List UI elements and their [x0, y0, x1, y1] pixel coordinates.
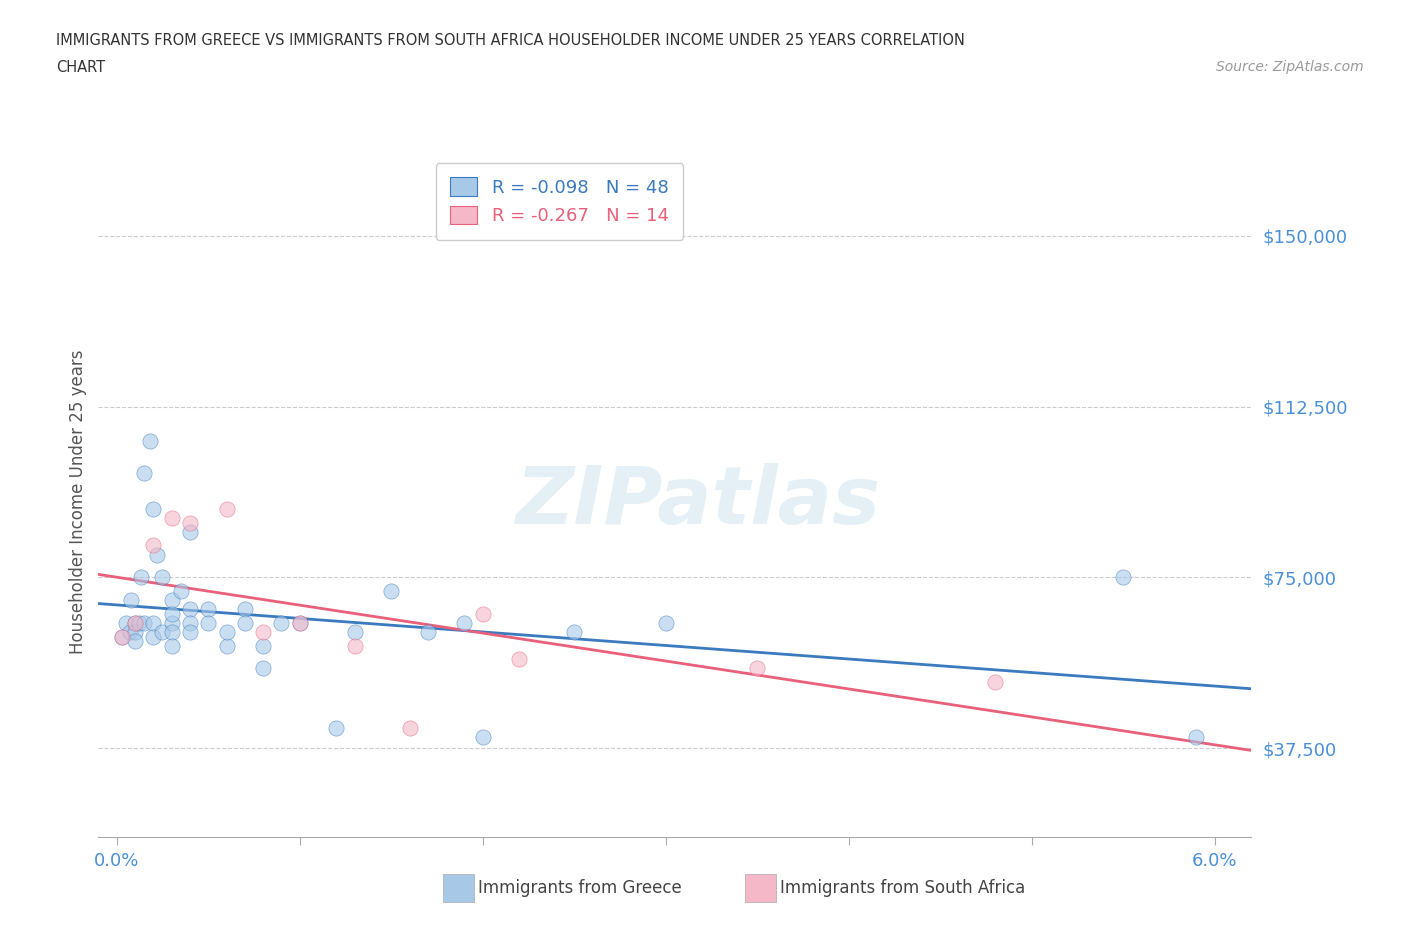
- Point: [160, 638, 183, 653]
- Point: [142, 616, 165, 631]
- Point: [270, 616, 292, 631]
- Point: [134, 465, 156, 480]
- Point: [142, 501, 165, 516]
- Point: [215, 638, 238, 653]
- Point: [471, 729, 494, 744]
- Point: [343, 638, 366, 653]
- Point: [170, 584, 193, 599]
- Point: [160, 592, 183, 607]
- Point: [179, 525, 201, 539]
- Point: [380, 584, 402, 599]
- Point: [416, 625, 439, 640]
- Point: [984, 674, 1007, 689]
- Point: [508, 652, 530, 667]
- Point: [325, 720, 347, 735]
- Point: [1185, 729, 1208, 744]
- Point: [124, 633, 146, 648]
- Point: [288, 616, 311, 631]
- Point: [252, 625, 274, 640]
- Point: [471, 606, 494, 621]
- Point: [128, 616, 150, 631]
- Point: [252, 661, 274, 676]
- Point: [111, 629, 134, 644]
- Point: [142, 538, 165, 553]
- Point: [453, 616, 475, 631]
- Point: [138, 433, 160, 448]
- Point: [146, 547, 169, 562]
- Point: [111, 629, 134, 644]
- Point: [142, 629, 165, 644]
- Text: IMMIGRANTS FROM GREECE VS IMMIGRANTS FROM SOUTH AFRICA HOUSEHOLDER INCOME UNDER : IMMIGRANTS FROM GREECE VS IMMIGRANTS FRO…: [56, 33, 965, 47]
- Point: [288, 616, 311, 631]
- Point: [179, 625, 201, 640]
- Point: [398, 720, 420, 735]
- Point: [124, 616, 146, 631]
- Point: [343, 625, 366, 640]
- Point: [179, 616, 201, 631]
- Point: [129, 570, 152, 585]
- Point: [115, 616, 138, 631]
- Point: [152, 625, 174, 640]
- Text: ZIPatlas: ZIPatlas: [516, 463, 880, 541]
- Point: [215, 501, 238, 516]
- Text: CHART: CHART: [56, 60, 105, 75]
- Point: [134, 616, 156, 631]
- Legend: R = -0.098   N = 48, R = -0.267   N = 14: R = -0.098 N = 48, R = -0.267 N = 14: [436, 163, 683, 240]
- Point: [152, 570, 174, 585]
- Point: [233, 616, 256, 631]
- Text: Immigrants from South Africa: Immigrants from South Africa: [780, 879, 1025, 897]
- Point: [233, 602, 256, 617]
- Point: [160, 511, 183, 525]
- Point: [1112, 570, 1135, 585]
- Point: [197, 616, 219, 631]
- Point: [197, 602, 219, 617]
- Point: [215, 625, 238, 640]
- Point: [160, 625, 183, 640]
- Y-axis label: Householder Income Under 25 years: Householder Income Under 25 years: [69, 350, 87, 655]
- Text: Source: ZipAtlas.com: Source: ZipAtlas.com: [1216, 60, 1364, 74]
- Point: [179, 515, 201, 530]
- Point: [160, 606, 183, 621]
- Point: [124, 625, 146, 640]
- Point: [747, 661, 769, 676]
- Point: [252, 638, 274, 653]
- Point: [179, 602, 201, 617]
- Point: [562, 625, 585, 640]
- Point: [118, 625, 141, 640]
- Point: [654, 616, 676, 631]
- Point: [120, 592, 142, 607]
- Text: Immigrants from Greece: Immigrants from Greece: [478, 879, 682, 897]
- Point: [160, 616, 183, 631]
- Point: [124, 616, 146, 631]
